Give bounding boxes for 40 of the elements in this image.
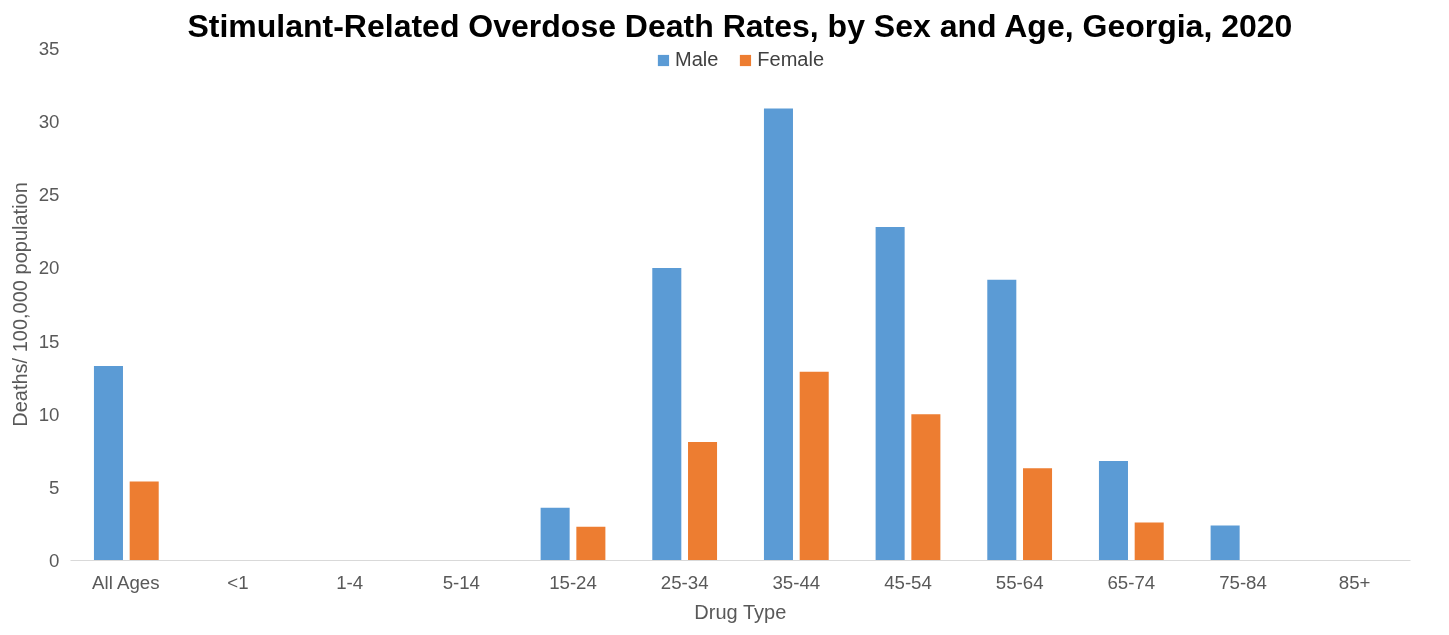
x-tick-label: 5-14 bbox=[442, 571, 481, 593]
bar bbox=[763, 108, 793, 561]
bar bbox=[875, 226, 905, 561]
bar bbox=[576, 526, 606, 561]
x-tick-label: 45-54 bbox=[884, 571, 932, 593]
bar bbox=[987, 279, 1017, 561]
bar bbox=[93, 365, 123, 561]
x-tick-label: 75-84 bbox=[1219, 571, 1267, 593]
x-axis-title: Drug Type bbox=[694, 600, 787, 623]
bar bbox=[1098, 461, 1128, 561]
y-axis-title: Deaths/ 100,000 population bbox=[8, 182, 31, 427]
legend-label: Male bbox=[674, 48, 719, 71]
chart-title: Stimulant-Related Overdose Death Rates, by Sex and Age, Georgia, 2020 bbox=[187, 7, 1293, 44]
x-tick-label: <1 bbox=[227, 571, 249, 593]
y-tick-label: 30 bbox=[38, 111, 60, 133]
x-tick-label: 35-44 bbox=[772, 571, 821, 593]
y-tick-label: 10 bbox=[38, 403, 60, 425]
bar bbox=[1023, 468, 1053, 561]
bar bbox=[129, 481, 159, 561]
y-tick-label: 35 bbox=[38, 38, 60, 59]
bar bbox=[688, 442, 718, 561]
y-tick-label: 0 bbox=[49, 550, 60, 571]
bar bbox=[1134, 522, 1164, 561]
y-tick-label: 15 bbox=[38, 330, 60, 352]
y-tick-label: 5 bbox=[49, 476, 60, 498]
y-tick-label: 20 bbox=[38, 257, 60, 279]
bar bbox=[911, 414, 941, 561]
bar bbox=[1210, 525, 1240, 561]
x-tick-label: All Ages bbox=[92, 571, 160, 593]
legend-label: Female bbox=[757, 48, 825, 71]
y-tick-label: 25 bbox=[38, 184, 60, 206]
x-tick-label: 1-4 bbox=[336, 571, 364, 593]
x-tick-label: 15-24 bbox=[549, 571, 597, 593]
x-tick-label: 25-34 bbox=[660, 571, 709, 593]
bar bbox=[652, 267, 682, 561]
bar bbox=[799, 371, 829, 561]
x-tick-label: 55-64 bbox=[995, 571, 1044, 593]
x-tick-label: 65-74 bbox=[1107, 571, 1156, 593]
bar bbox=[540, 507, 570, 561]
x-tick-label: 85+ bbox=[1338, 571, 1371, 593]
